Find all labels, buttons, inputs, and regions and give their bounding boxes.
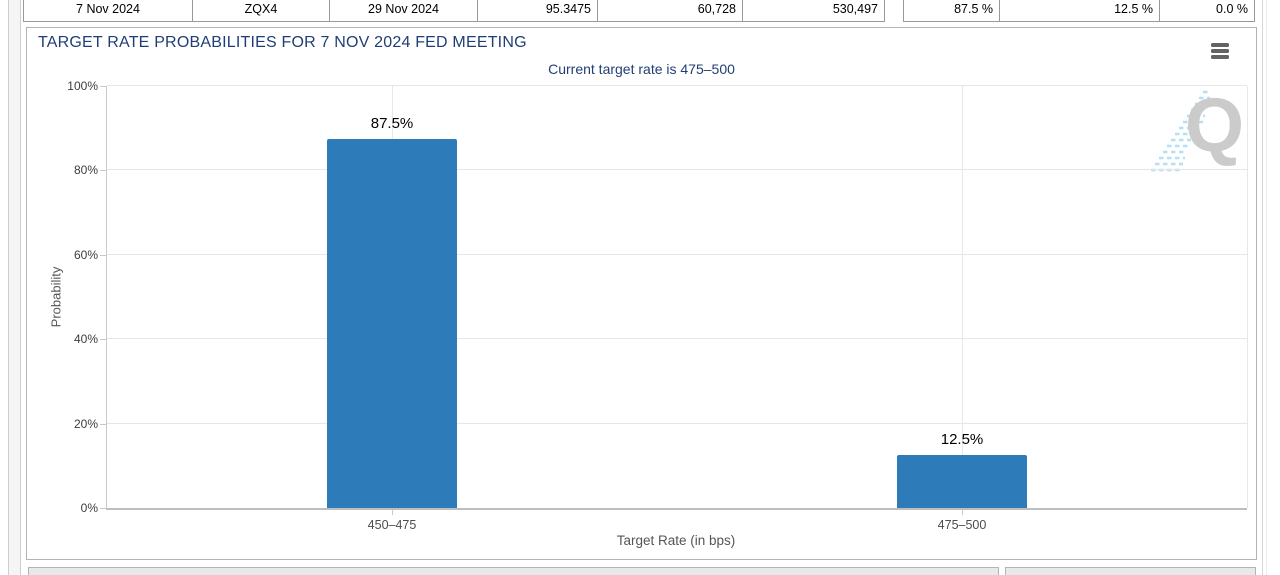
table-cell-volume: 60,728	[598, 0, 743, 22]
probability-summary-row: 87.5 % 12.5 % 0.0 %	[903, 0, 1255, 22]
gridline-horizontal	[107, 422, 1247, 424]
x-category-label: 475–500	[937, 518, 987, 532]
y-tick-label: 60%	[73, 247, 98, 262]
x-tick-mark	[962, 510, 963, 515]
y-tick-mark	[100, 254, 106, 256]
chart-panel: TARGET RATE PROBABILITIES FOR 7 NOV 2024…	[26, 27, 1257, 560]
table-cell-open-interest: 530,497	[743, 0, 885, 22]
gridline-horizontal	[107, 253, 1247, 255]
y-tick-mark	[100, 508, 106, 509]
right-panel-rail	[1262, 0, 1263, 575]
table-cell-meeting-date: 7 Nov 2024	[23, 0, 193, 22]
y-tick-label: 0%	[80, 501, 98, 515]
contract-summary-row: 7 Nov 2024 ZQX4 29 Nov 2024 95.3475 60,728 53…	[23, 0, 885, 22]
right-panel-rail-outer	[1266, 0, 1267, 575]
chart-title: TARGET RATE PROBABILITIES FOR 7 NOV 2024…	[38, 34, 527, 51]
y-tick-mark	[100, 423, 106, 425]
y-tick-label: 40%	[73, 332, 98, 347]
y-tick-mark	[100, 339, 106, 341]
table-cell-price: 95.3475	[478, 0, 598, 22]
x-category-label: 450–475	[367, 518, 417, 532]
gridline-horizontal	[107, 169, 1247, 171]
y-tick-mark	[100, 170, 106, 172]
chart-export-menu-icon[interactable]	[1211, 43, 1235, 63]
gridline-vertical-right-edge	[1247, 86, 1248, 508]
next-panel-header-right	[1005, 567, 1256, 575]
x-axis-title: Target Rate (in bps)	[616, 533, 736, 548]
gridline-horizontal	[107, 338, 1247, 340]
y-axis-labels: 0% 20% 40% 60% 80% 100%	[27, 79, 98, 515]
probability-bar-475–500[interactable]	[897, 455, 1027, 508]
y-tick-label: 80%	[73, 163, 98, 178]
y-tick-label: 100%	[67, 79, 98, 93]
y-tick-label: 20%	[73, 416, 98, 431]
next-panel-header-left	[28, 567, 999, 575]
bar-data-label: 12.5%	[940, 431, 984, 449]
probability-bar-450–475[interactable]	[327, 138, 457, 508]
table-cell-contract: ZQX4	[193, 0, 330, 22]
gridline-vertical	[962, 86, 963, 508]
table-cell-prob-475-500: 12.5 %	[1000, 0, 1160, 22]
left-panel-rail	[8, 0, 21, 575]
y-tick-mark	[100, 86, 106, 87]
table-cell-prob-500-525: 0.0 %	[1160, 0, 1255, 22]
plot-area: 87.5% 450–475 12.5% 475–500	[106, 85, 1248, 532]
gridline-horizontal	[107, 85, 1247, 86]
table-cell-prob-450-475: 87.5 %	[903, 0, 1000, 22]
y-axis-title: Probability	[48, 266, 64, 328]
x-tick-mark	[392, 510, 393, 515]
table-cell-expiry-date: 29 Nov 2024	[330, 0, 478, 22]
chart-subtitle: Current target rate is 475–500	[548, 61, 735, 77]
bar-data-label: 87.5%	[370, 114, 414, 132]
